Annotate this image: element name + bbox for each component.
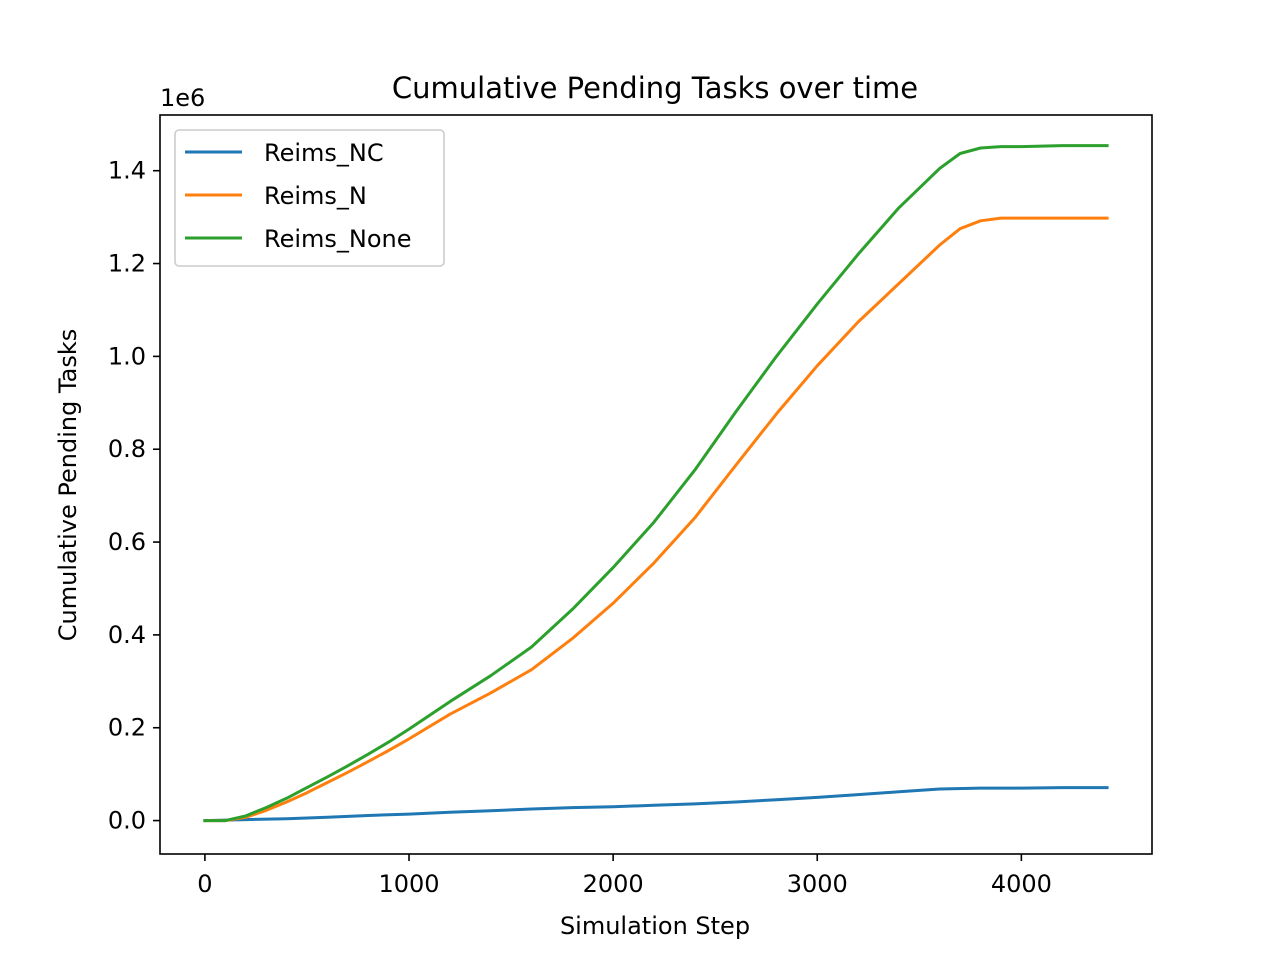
legend-label-1: Reims_N <box>264 182 367 210</box>
y-axis: 0.0 0.2 0.4 0.6 0.8 1.0 1.2 1.4 <box>108 157 160 835</box>
chart-title: Cumulative Pending Tasks over time <box>392 71 918 105</box>
y-tick-label: 0.6 <box>108 528 146 556</box>
x-axis: 0 1000 2000 3000 4000 <box>197 854 1052 898</box>
y-tick-label: 0.0 <box>108 807 146 835</box>
legend-label-2: Reims_None <box>264 225 412 253</box>
series-line-0 <box>203 786 1109 823</box>
y-tick-label: 1.0 <box>108 342 146 370</box>
plot-frame <box>159 114 1153 855</box>
x-tick-label: 1000 <box>378 870 439 898</box>
y-axis-label: Cumulative Pending Tasks <box>54 329 82 641</box>
y-tick-label: 1.4 <box>108 157 146 185</box>
y-tick-label: 0.8 <box>108 435 146 463</box>
x-tick-label: 4000 <box>991 870 1052 898</box>
series-line-1 <box>203 216 1109 823</box>
x-tick-label: 3000 <box>787 870 848 898</box>
x-axis-label: Simulation Step <box>560 912 750 940</box>
y-tick-label: 0.2 <box>108 714 146 742</box>
series-line-2 <box>203 144 1109 823</box>
y-tick-label: 0.4 <box>108 621 146 649</box>
y-tick-label: 1.2 <box>108 250 146 278</box>
legend: Reims_NC Reims_N Reims_None <box>174 129 445 267</box>
y-offset-label: 1e6 <box>160 84 205 112</box>
legend-label-0: Reims_NC <box>264 139 384 167</box>
x-tick-label: 2000 <box>583 870 644 898</box>
legend-box <box>174 129 445 267</box>
series-layer <box>203 144 1109 823</box>
x-tick-label: 0 <box>197 870 212 898</box>
